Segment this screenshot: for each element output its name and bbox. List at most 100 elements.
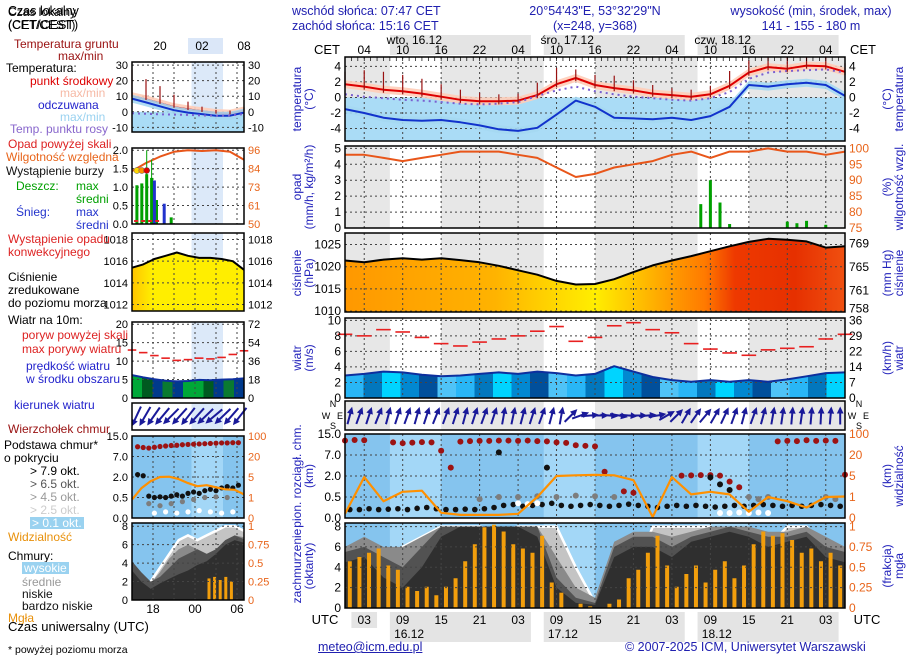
svg-text:10: 10 [550, 43, 564, 57]
legend-item-34: > 6.5 okt. [30, 477, 80, 491]
svg-text:1.0: 1.0 [113, 182, 128, 194]
svg-text:1020: 1020 [314, 260, 341, 274]
svg-text:5: 5 [334, 141, 341, 155]
svg-text:36: 36 [248, 356, 260, 368]
axis-title-temp-left: temperatura (°C) [290, 66, 316, 132]
location-coords: 20°54'43"E, 53°32'29"N (x=248, y=368) [495, 4, 695, 34]
legend-item-27: prędkość wiatru [26, 359, 111, 373]
svg-text:100: 100 [248, 431, 266, 443]
svg-text:20: 20 [849, 448, 863, 462]
svg-text:29: 29 [849, 329, 863, 343]
svg-text:E: E [337, 411, 343, 421]
svg-text:6: 6 [122, 540, 128, 552]
svg-text:16: 16 [588, 43, 602, 57]
svg-text:84: 84 [248, 164, 260, 176]
legend-item-11: Wilgotność względna [6, 150, 119, 164]
svg-text:1016: 1016 [248, 256, 272, 268]
svg-text:08: 08 [237, 39, 251, 53]
svg-text:-2: -2 [849, 106, 860, 120]
legend-item-25: poryw powyżej skali [22, 328, 129, 342]
svg-text:2: 2 [849, 75, 856, 89]
svg-text:15: 15 [742, 613, 756, 627]
svg-text:04: 04 [819, 43, 833, 57]
legend-item-9: Temp. punktu rosy [10, 122, 109, 136]
svg-text:1: 1 [849, 520, 856, 534]
legend-item-37: > 0.1 okt. [30, 516, 84, 530]
svg-text:0.5: 0.5 [248, 558, 263, 570]
svg-text:N: N [856, 399, 863, 409]
svg-text:0.5: 0.5 [113, 493, 128, 505]
altitude-block: wysokość (min, środek, max) 141 - 155 - … [715, 4, 907, 34]
svg-text:S: S [856, 421, 862, 431]
svg-text:UTC: UTC [854, 612, 881, 627]
svg-text:04: 04 [358, 43, 372, 57]
svg-text:4: 4 [334, 59, 341, 73]
svg-text:758: 758 [849, 301, 869, 315]
svg-text:0: 0 [849, 601, 856, 615]
legend-item-35: > 4.5 okt. [30, 490, 80, 504]
svg-text:wto, 16.12: wto, 16.12 [386, 33, 443, 47]
svg-text:0: 0 [122, 595, 128, 607]
svg-text:3: 3 [334, 173, 341, 187]
svg-text:03: 03 [511, 613, 525, 627]
svg-text:04: 04 [511, 43, 525, 57]
svg-text:czw, 18.12: czw, 18.12 [694, 33, 751, 47]
svg-text:18: 18 [146, 602, 160, 616]
svg-text:2: 2 [334, 581, 341, 595]
svg-text:61: 61 [248, 201, 260, 213]
svg-text:5: 5 [248, 472, 254, 484]
legend-item-26: max porywy wiatru [22, 342, 122, 356]
svg-text:18.12: 18.12 [702, 627, 732, 641]
svg-text:769: 769 [849, 237, 869, 251]
panel-mwind: 20 15 10 5 0 72 54 36 18 0 [116, 319, 261, 405]
legend-item-0: Czas lokalny [8, 5, 77, 19]
svg-text:4: 4 [334, 157, 341, 171]
local-time-label: Czas lokalny (CET/CEST) [8, 4, 79, 32]
svg-text:2: 2 [334, 375, 341, 389]
svg-text:2.0: 2.0 [324, 469, 341, 483]
svg-text:5: 5 [849, 469, 856, 483]
contact-email-link[interactable]: meteo@icm.edu.pl [318, 640, 423, 654]
legend-item-38: Widzialność [8, 530, 73, 544]
svg-text:0.25: 0.25 [849, 581, 873, 595]
svg-text:0: 0 [248, 595, 254, 607]
axis-title-wind-left: wiatr (m/s) [290, 344, 316, 372]
altitude-label: wysokość (min, środek, max) [730, 4, 892, 18]
svg-text:2.0: 2.0 [113, 472, 128, 484]
svg-text:1: 1 [248, 521, 254, 533]
legend-item-19: Wystąpienie opadu [8, 232, 110, 246]
axis-title-cloud-left: pion. rozciągł. chm. (km) [290, 424, 316, 528]
svg-text:1012: 1012 [248, 300, 272, 312]
svg-text:36: 36 [849, 313, 863, 327]
svg-text:0.0: 0.0 [113, 219, 128, 231]
svg-text:15.0: 15.0 [318, 427, 342, 441]
legend-item-32: o pokryciu [4, 451, 59, 465]
svg-text:7: 7 [849, 375, 856, 389]
svg-text:0: 0 [334, 601, 341, 615]
svg-text:20: 20 [248, 76, 260, 88]
legend-item-30: Wierzchołek chmur [8, 422, 111, 436]
svg-text:100: 100 [849, 427, 869, 441]
svg-text:1014: 1014 [248, 278, 272, 290]
grid-xy-text: (x=248, y=368) [552, 19, 638, 33]
svg-text:W: W [848, 411, 857, 421]
legend-item-24: Wiatr na 10m: [8, 313, 83, 327]
svg-text:2: 2 [122, 577, 128, 589]
svg-text:10: 10 [116, 91, 128, 103]
svg-text:54: 54 [248, 338, 260, 350]
svg-text:8: 8 [334, 329, 341, 343]
svg-text:80: 80 [849, 205, 863, 219]
legend-item-28: w środku obszaru [26, 372, 121, 386]
axis-title-okta-right: (frakcja) mgła [880, 543, 906, 588]
svg-text:1025: 1025 [314, 238, 341, 252]
svg-text:10: 10 [248, 91, 260, 103]
legend-item-8: max/min [60, 110, 106, 124]
svg-text:14: 14 [849, 360, 863, 374]
svg-text:16: 16 [434, 43, 448, 57]
legend-item-14: max [76, 179, 99, 193]
svg-text:21: 21 [627, 613, 641, 627]
legend-item-15: średni [76, 192, 109, 206]
